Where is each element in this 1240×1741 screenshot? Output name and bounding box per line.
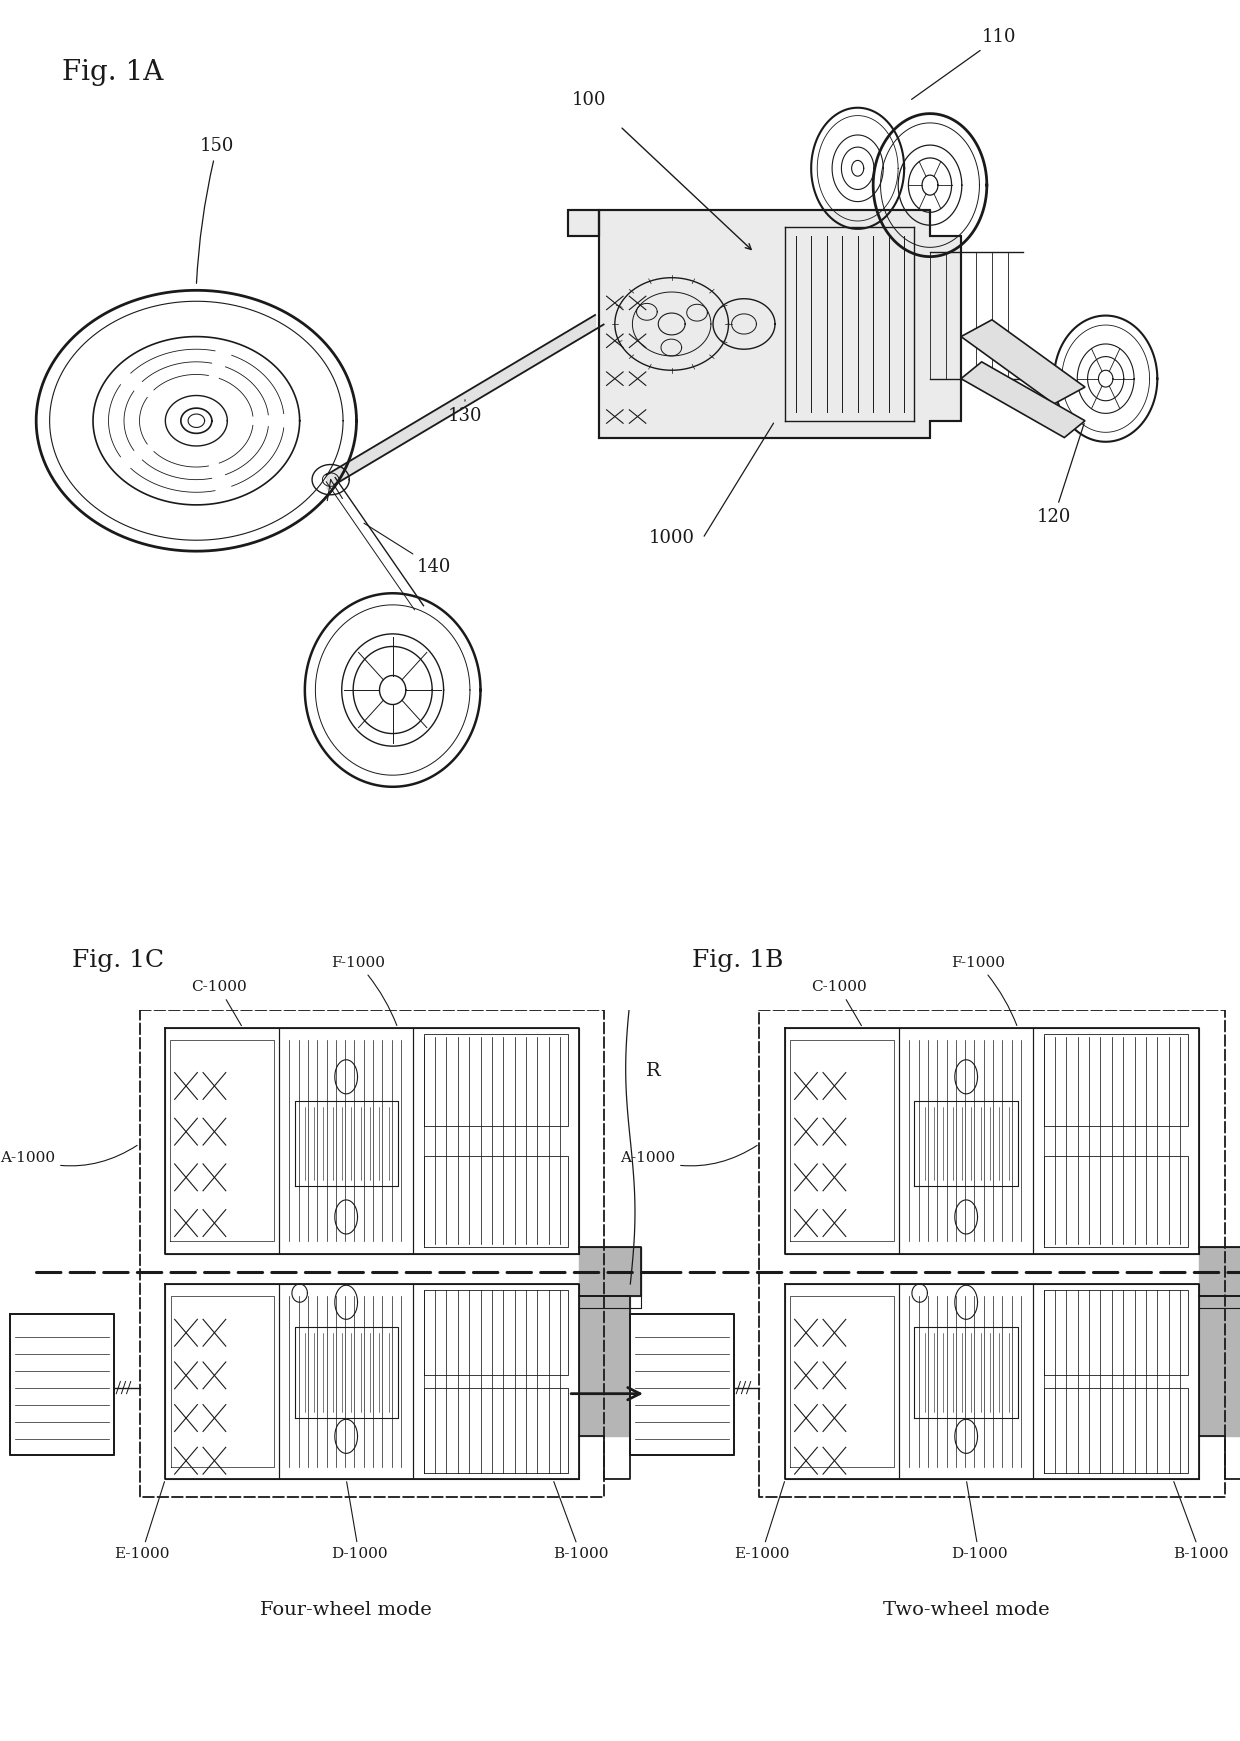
Text: 110: 110 <box>911 28 1016 99</box>
Text: C-1000: C-1000 <box>191 980 247 1025</box>
Text: B-1000: B-1000 <box>1173 1482 1229 1562</box>
Text: C-1000: C-1000 <box>811 980 867 1025</box>
Text: 120: 120 <box>1037 423 1084 526</box>
Polygon shape <box>961 362 1085 437</box>
Polygon shape <box>568 211 961 437</box>
Text: 140: 140 <box>365 524 451 576</box>
Text: 1000: 1000 <box>649 529 694 547</box>
Text: Four-wheel mode: Four-wheel mode <box>260 1602 432 1619</box>
Text: 100: 100 <box>572 91 606 110</box>
Polygon shape <box>961 320 1085 404</box>
Text: E-1000: E-1000 <box>734 1482 789 1562</box>
Text: Two-wheel mode: Two-wheel mode <box>883 1602 1049 1619</box>
Text: A-1000: A-1000 <box>620 1146 758 1166</box>
Text: Fig. 1C: Fig. 1C <box>72 949 165 971</box>
Text: D-1000: D-1000 <box>951 1482 1007 1562</box>
Text: Fig. 1B: Fig. 1B <box>692 949 784 971</box>
Text: E-1000: E-1000 <box>114 1482 169 1562</box>
Text: F-1000: F-1000 <box>951 956 1017 1025</box>
Text: R: R <box>646 1062 661 1079</box>
Text: 150: 150 <box>196 138 234 284</box>
Text: A-1000: A-1000 <box>0 1146 138 1166</box>
Text: B-1000: B-1000 <box>553 1482 609 1562</box>
Text: 130: 130 <box>448 400 482 425</box>
Text: D-1000: D-1000 <box>331 1482 387 1562</box>
Text: F-1000: F-1000 <box>331 956 397 1025</box>
Text: Fig. 1A: Fig. 1A <box>62 59 164 85</box>
